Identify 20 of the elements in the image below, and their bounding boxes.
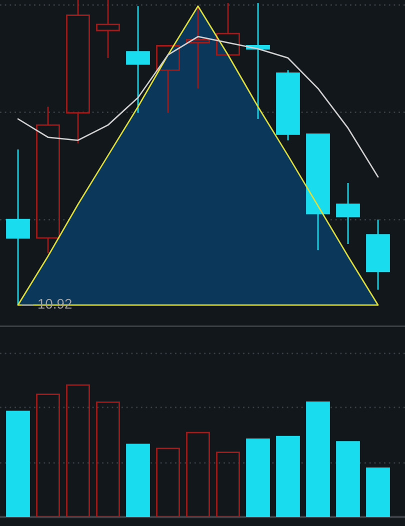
bar [6,410,30,517]
bar [66,384,90,517]
bar [216,452,240,517]
bar [306,402,330,517]
bar [36,394,60,517]
candlestick [336,182,360,245]
candlestick [36,106,60,254]
candlestick [66,0,90,144]
bar [366,467,390,517]
bar [96,402,120,517]
candlestick [186,5,210,90]
bar [186,432,210,517]
bar [156,448,180,517]
bar [126,444,150,517]
bar [246,438,270,517]
candlestick [96,0,120,59]
candlestick [366,218,390,290]
bar [276,436,300,517]
bar [336,441,360,517]
candlestick [126,5,150,114]
